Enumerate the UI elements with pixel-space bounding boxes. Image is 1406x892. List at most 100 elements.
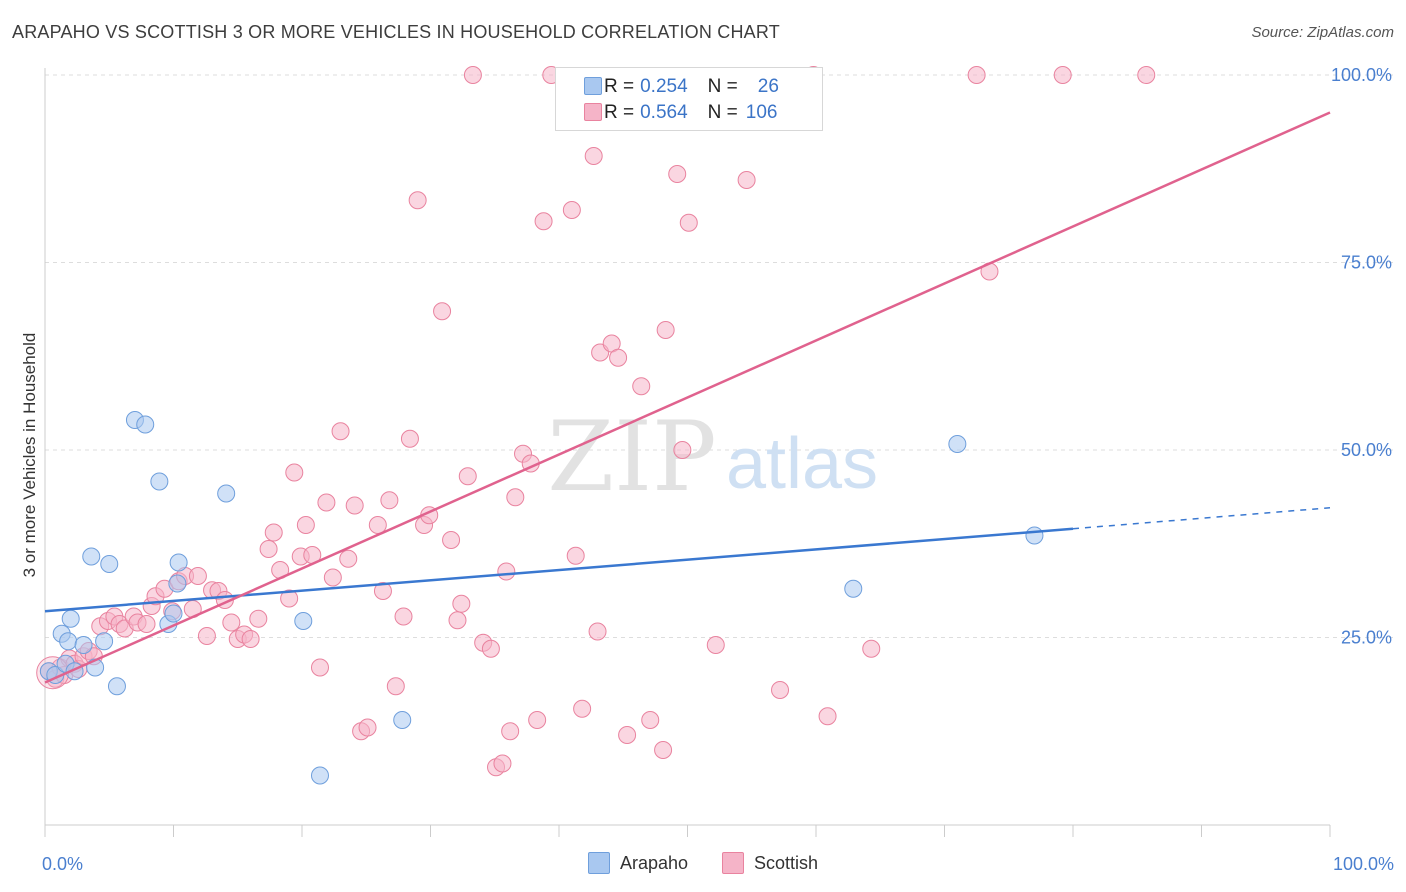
legend-label-arapaho: Arapaho	[619, 852, 689, 873]
scottish-point	[588, 622, 607, 641]
y-tick-label: 75.0%	[1341, 253, 1392, 273]
scottish-point	[501, 722, 520, 741]
scottish-point	[656, 321, 675, 339]
scottish-point	[433, 302, 452, 321]
scottish-point	[386, 677, 405, 696]
arapaho-point	[100, 555, 119, 573]
arapaho-point	[393, 711, 412, 729]
trend-lines	[44, 111, 1331, 684]
legend-r-value-arapaho: 0.254	[640, 76, 688, 97]
scottish-point	[380, 491, 399, 510]
arapaho-point	[150, 472, 169, 491]
arapaho-point	[136, 415, 155, 434]
trend-line-scottish	[44, 111, 1331, 684]
scottish-point	[668, 165, 687, 183]
scottish-point	[259, 540, 278, 558]
arapaho-point	[844, 579, 863, 598]
scottish-point	[368, 516, 387, 534]
watermark: ZIP atlas	[547, 401, 878, 513]
scottish-point	[771, 681, 790, 699]
trend-line-arapaho	[44, 527, 1074, 613]
scottish-point	[862, 639, 881, 658]
arapaho-point	[74, 636, 93, 654]
scottish-point	[280, 589, 299, 608]
scottish-point	[408, 191, 427, 210]
scottish-point	[493, 754, 512, 773]
axes	[44, 68, 1331, 837]
legend-swatch-arapaho	[587, 852, 610, 874]
scottish-point	[566, 546, 585, 565]
scottish-point	[1053, 66, 1072, 84]
series-arapaho	[39, 411, 1044, 785]
scottish-point	[1137, 66, 1156, 84]
scottish-point	[310, 658, 329, 677]
arapaho-point	[217, 484, 236, 503]
legend-swatch-scottish	[722, 852, 745, 874]
arapaho-point	[107, 677, 126, 696]
scottish-point	[442, 531, 461, 549]
legend-swatch-arapaho	[584, 77, 602, 95]
scottish-point	[241, 630, 260, 648]
scottish-point	[609, 348, 628, 367]
scottish-point	[618, 726, 637, 744]
legend-item-scottish[interactable]: Scottish	[722, 852, 818, 874]
scottish-point	[323, 568, 342, 587]
legend-item-arapaho[interactable]: Arapaho	[587, 852, 689, 874]
legend-n-value-arapaho: 26	[757, 76, 779, 97]
y-tick-label: 50.0%	[1341, 440, 1392, 460]
legend-row-scottish: R = 0.564 N = 106	[584, 101, 778, 125]
scottish-point	[358, 718, 377, 737]
x-tick-label: 100.0%	[1333, 854, 1394, 874]
scottish-point	[463, 66, 482, 84]
scottish-point	[706, 636, 725, 654]
legend-n-label: N =	[707, 76, 738, 97]
arapaho-point	[294, 612, 313, 630]
y-tick-label: 100.0%	[1331, 65, 1392, 85]
watermark-zip: ZIP	[547, 401, 716, 513]
scottish-point	[737, 171, 756, 189]
legend-n-value-scottish: 106	[745, 102, 778, 123]
legend-swatch-scottish	[584, 103, 602, 121]
chart-title: ARAPAHO VS SCOTTISH 3 OR MORE VEHICLES I…	[12, 22, 780, 42]
scottish-point	[584, 147, 603, 165]
scottish-point	[400, 429, 419, 448]
arapaho-point	[61, 609, 80, 628]
y-tick-label: 25.0%	[1341, 628, 1392, 648]
scottish-point	[296, 516, 315, 534]
scottish-point	[222, 613, 241, 632]
scottish-point	[345, 496, 364, 515]
scottish-point	[632, 377, 651, 396]
scottish-point	[317, 493, 336, 512]
scottish-point	[264, 523, 283, 542]
scottish-point	[534, 212, 553, 231]
arapaho-point	[310, 766, 329, 785]
scottish-point	[285, 463, 304, 482]
arapaho-point	[948, 435, 967, 453]
scottish-point	[562, 201, 581, 219]
gridlines	[45, 74, 1394, 638]
scottish-point	[331, 422, 350, 441]
scottish-point	[641, 711, 660, 729]
scottish-point	[249, 609, 268, 628]
correlation-legend: R = 0.254 N = 26 R = 0.564 N = 106	[555, 67, 823, 131]
legend-r-label: R =	[604, 76, 635, 97]
arapaho-point	[1025, 526, 1044, 545]
scottish-point	[481, 639, 500, 658]
scottish-point	[673, 441, 692, 459]
legend-r-label: R =	[604, 102, 635, 123]
scottish-point	[137, 615, 156, 633]
scottish-point	[339, 549, 358, 568]
scottish-point	[679, 213, 698, 232]
scottish-point	[573, 699, 592, 718]
arapaho-point	[169, 553, 188, 572]
tick-labels: 25.0% 50.0% 75.0% 100.0% 0.0% 100.0%	[42, 65, 1394, 874]
arapaho-point	[164, 604, 183, 623]
legend-n-label: N =	[707, 102, 738, 123]
scottish-point	[497, 562, 516, 581]
source-credit: Source: ZipAtlas.com	[1251, 24, 1394, 41]
arapaho-point	[82, 547, 101, 566]
scottish-point	[394, 607, 413, 626]
scottish-point	[528, 711, 547, 729]
arapaho-point	[168, 574, 187, 593]
